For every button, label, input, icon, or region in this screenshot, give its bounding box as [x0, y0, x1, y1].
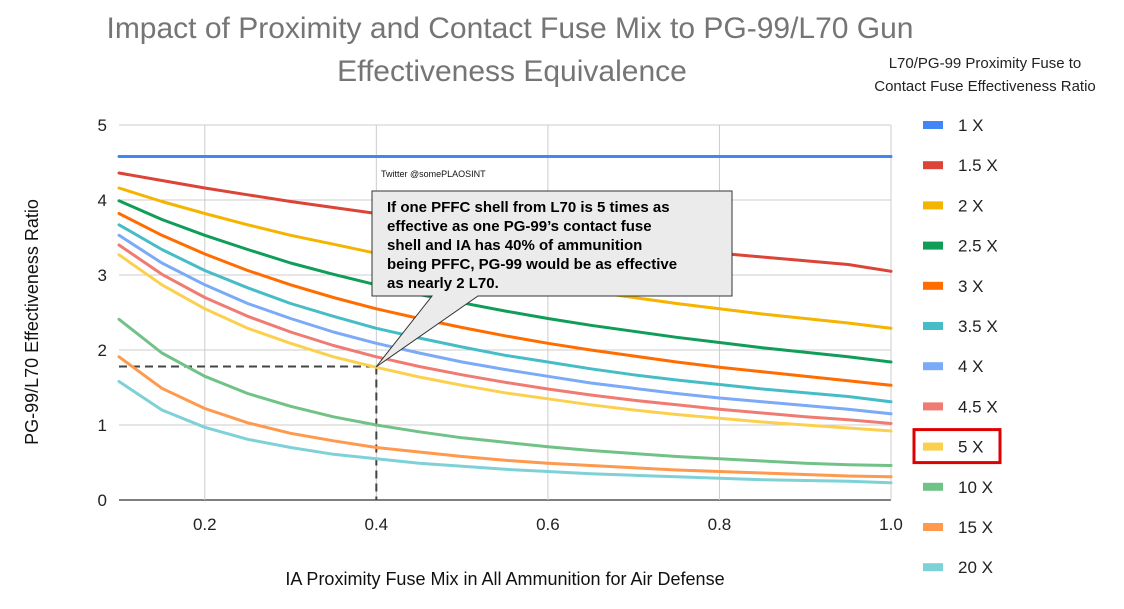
callout-line-4: being PFFC, PG-99 would be as effective	[387, 256, 677, 273]
y-tick-label: 4	[98, 191, 107, 210]
legend-swatch	[923, 402, 943, 411]
callout-box: If one PFFC shell from L70 is 5 times as…	[371, 190, 733, 368]
series-line-4-5x	[117, 243, 893, 425]
y-tick-label: 3	[98, 266, 107, 285]
legend-label: 1.5 X	[958, 156, 998, 175]
legend-label: 3.5 X	[958, 317, 998, 336]
y-tick-label: 0	[98, 491, 107, 510]
legend-label: 2 X	[958, 196, 984, 215]
legend-label: 1 X	[958, 116, 984, 135]
y-tick-label: 1	[98, 416, 107, 435]
legend-swatch	[923, 563, 943, 572]
x-tick-label: 1.0	[879, 515, 903, 534]
legend-label: 2.5 X	[958, 237, 998, 256]
legend-swatch	[923, 523, 943, 531]
series-line-2-5x	[117, 199, 893, 364]
legend-label: 10 X	[958, 478, 993, 497]
legend-highlight-box	[912, 428, 1002, 465]
legend-swatch	[923, 322, 943, 330]
x-tick-label: 0.2	[193, 515, 217, 534]
series-line-3-5x	[117, 223, 893, 404]
chart-title-line-2: Effectiveness Equivalence	[337, 55, 687, 88]
legend-swatch	[923, 281, 943, 290]
legend-swatch	[923, 362, 943, 371]
y-axis-ticks: 0 1 2 3 4 5	[98, 116, 107, 510]
callout-line-5: as nearly 2 L70.	[387, 275, 499, 292]
series-line-20x	[117, 380, 893, 485]
legend-label: 20 X	[958, 558, 993, 577]
callout-line-2: effective as one PG-99’s contact fuse	[387, 218, 652, 235]
watermark-note: Twitter @somePLAOSINT	[381, 169, 486, 179]
series-line-10x	[117, 317, 893, 467]
callout-bubble	[371, 190, 733, 368]
legend-swatch	[923, 482, 943, 491]
reference-lines	[119, 365, 378, 500]
chart-title-line-1: Impact of Proximity and Contact Fuse Mix…	[106, 12, 913, 45]
x-tick-label: 0.8	[708, 515, 732, 534]
legend-label: 3 X	[958, 277, 984, 296]
y-tick-label: 5	[98, 116, 107, 135]
legend-swatch	[923, 161, 943, 170]
legend-swatch	[923, 121, 943, 129]
legend-title-line-1: L70/PG-99 Proximity Fuse to	[889, 55, 1082, 72]
legend-title-line-2: Contact Fuse Effectiveness Ratio	[874, 78, 1096, 95]
legend: L70/PG-99 Proximity Fuse to Contact Fuse…	[874, 55, 1096, 577]
legend-items: 1 X 1.5 X 2 X 2.5 X 3 X 3.5 X 4 X 4.5 X 5 X 10 X 1…	[912, 116, 1002, 577]
legend-label: 15 X	[958, 518, 993, 537]
series-line-4x	[117, 233, 893, 416]
series-line-3x	[117, 212, 893, 387]
legend-swatch	[923, 241, 943, 250]
legend-swatch	[923, 442, 943, 451]
x-axis-title: IA Proximity Fuse Mix in All Ammunition …	[285, 569, 724, 589]
x-axis-ticks: 0.2 0.4 0.6 0.8 1.0	[193, 515, 903, 534]
series-line-5x	[117, 253, 893, 433]
callout-line-3: shell and IA has 40% of ammunition	[387, 237, 642, 254]
legend-label: 4 X	[958, 357, 984, 376]
x-tick-label: 0.4	[365, 515, 389, 534]
callout-line-1: If one PFFC shell from L70 is 5 times as	[387, 199, 670, 216]
chart-title: Impact of Proximity and Contact Fuse Mix…	[106, 12, 913, 88]
legend-label: 4.5 X	[958, 397, 998, 416]
legend-swatch	[923, 201, 943, 210]
y-axis-title: PG-99/L70 Effectiveness Ratio	[22, 199, 42, 445]
x-tick-label: 0.6	[536, 515, 560, 534]
y-tick-label: 2	[98, 341, 107, 360]
series-line-15x	[117, 355, 893, 479]
legend-label: 5 X	[958, 438, 984, 457]
